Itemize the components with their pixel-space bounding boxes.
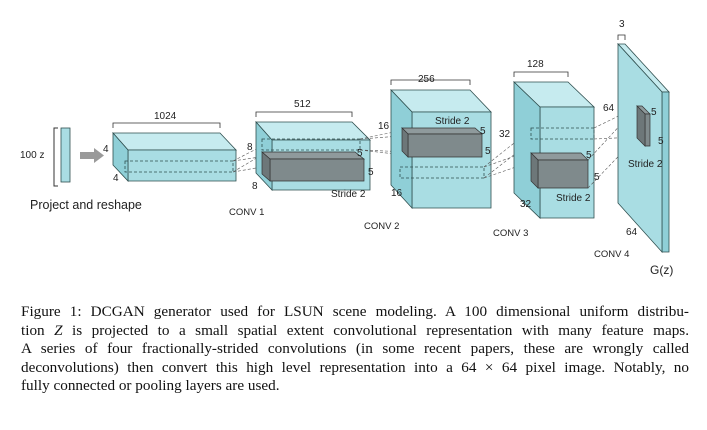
conv2-h: 16 bbox=[378, 121, 390, 132]
conv4-h: 64 bbox=[603, 103, 615, 114]
conv3-kernel-b: 5 bbox=[594, 172, 600, 183]
conv1-h: 8 bbox=[247, 142, 253, 153]
conv2-stride: Stride 2 bbox=[435, 116, 470, 127]
conv2-name: CONV 2 bbox=[364, 221, 399, 232]
conv1-width: 512 bbox=[294, 99, 311, 110]
stage0-width: 1024 bbox=[154, 111, 177, 122]
caption-text: is projected to a small spatial extent c… bbox=[62, 321, 689, 339]
caption-line-3: A series of four fractionally-strided co… bbox=[21, 340, 689, 358]
output-label: G(z) bbox=[650, 263, 673, 277]
conv3-kernel-a: 5 bbox=[586, 150, 592, 161]
caption-line-2: tion Z is projected to a small spatial e… bbox=[21, 322, 689, 341]
dcgan-diagram: 100 z Project and reshape 1024 4 4 51 bbox=[20, 19, 673, 277]
conv3-block: 128 32 32 5 5 Stride 2 CONV 3 bbox=[493, 59, 600, 239]
conv4-kernel-b: 5 bbox=[658, 136, 664, 147]
caption-line-5: fully connected or pooling layers are us… bbox=[21, 377, 280, 395]
caption-text: deconvolutions) then convert this high l… bbox=[21, 358, 462, 376]
conv1-block: 512 8 8 5 5 Stride 2 CONV 1 bbox=[229, 99, 374, 218]
figure-caption: Figure 1: DCGAN generator used for LSUN … bbox=[21, 303, 689, 396]
caption-math: 64 × 64 bbox=[461, 358, 518, 376]
projection-block: 1024 4 4 bbox=[103, 111, 237, 184]
conv2-kernel-a: 5 bbox=[480, 126, 486, 137]
conv3-name: CONV 3 bbox=[493, 228, 528, 239]
conv2-d: 16 bbox=[391, 188, 403, 199]
conv4-width: 3 bbox=[619, 19, 625, 30]
conv4-name: CONV 4 bbox=[594, 249, 629, 260]
project-arrow bbox=[80, 148, 104, 163]
conv4-output: 3 64 64 5 5 Stride 2 CONV 4 G(z) bbox=[594, 19, 673, 277]
project-label: Project and reshape bbox=[30, 198, 142, 212]
conv3-h: 32 bbox=[499, 129, 511, 140]
conv1-name: CONV 1 bbox=[229, 207, 264, 218]
conv1-d: 8 bbox=[252, 181, 258, 192]
conv4-stride: Stride 2 bbox=[628, 159, 663, 170]
input-vector: 100 z bbox=[20, 127, 71, 187]
conv4-d: 64 bbox=[626, 227, 638, 238]
conv3-d: 32 bbox=[520, 199, 532, 210]
caption-text: tion bbox=[21, 321, 55, 339]
input-label: 100 z bbox=[20, 150, 44, 161]
conv1-stride: Stride 2 bbox=[331, 189, 366, 200]
conv2-width: 256 bbox=[418, 74, 435, 85]
conv3-stride: Stride 2 bbox=[556, 193, 591, 204]
caption-var-z: Z bbox=[54, 321, 63, 339]
conv3-width: 128 bbox=[527, 59, 544, 70]
conv2-block: 256 16 16 5 5 Stride 2 CONV 2 bbox=[364, 74, 492, 232]
stage0-d: 4 bbox=[113, 173, 119, 184]
conv4-kernel-a: 5 bbox=[651, 107, 657, 118]
conv1-kernel-b: 5 bbox=[368, 167, 374, 178]
caption-text: pixel image. Notably, no bbox=[517, 358, 690, 376]
conv2-kernel-b: 5 bbox=[485, 146, 491, 157]
caption-line-4: deconvolutions) then convert this high l… bbox=[21, 359, 689, 378]
conv1-kernel-a: 5 bbox=[357, 148, 363, 159]
stage0-h: 4 bbox=[103, 144, 109, 155]
caption-line-1: Figure 1: DCGAN generator used for LSUN … bbox=[21, 303, 689, 320]
